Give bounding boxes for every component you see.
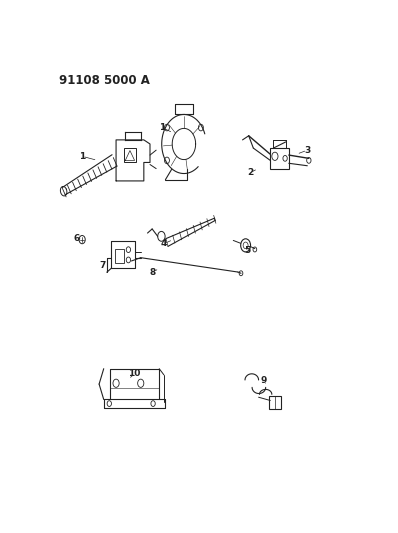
Text: 6: 6 (74, 234, 80, 243)
Text: 7: 7 (99, 261, 105, 270)
Text: 9: 9 (261, 376, 267, 385)
Text: 3: 3 (304, 146, 310, 155)
Bar (124, 148, 136, 163)
Text: 4: 4 (161, 239, 167, 248)
Text: 2: 2 (247, 168, 254, 177)
Bar (270, 148, 289, 168)
Text: 1: 1 (79, 152, 85, 161)
Text: 91108 5000 A: 91108 5000 A (59, 74, 150, 87)
Bar (269, 397, 281, 409)
Text: 10: 10 (129, 369, 141, 378)
Bar (115, 249, 124, 263)
Text: 5: 5 (244, 246, 250, 255)
Text: 1: 1 (159, 123, 166, 132)
Text: 8: 8 (150, 268, 156, 277)
